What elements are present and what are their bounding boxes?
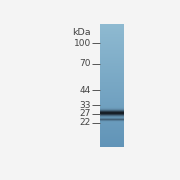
Text: 27: 27 xyxy=(80,109,91,118)
Text: 33: 33 xyxy=(79,101,91,110)
Text: 22: 22 xyxy=(80,118,91,127)
Text: 100: 100 xyxy=(74,39,91,48)
Text: kDa: kDa xyxy=(72,28,91,37)
Text: 70: 70 xyxy=(79,59,91,68)
Text: 44: 44 xyxy=(80,86,91,95)
